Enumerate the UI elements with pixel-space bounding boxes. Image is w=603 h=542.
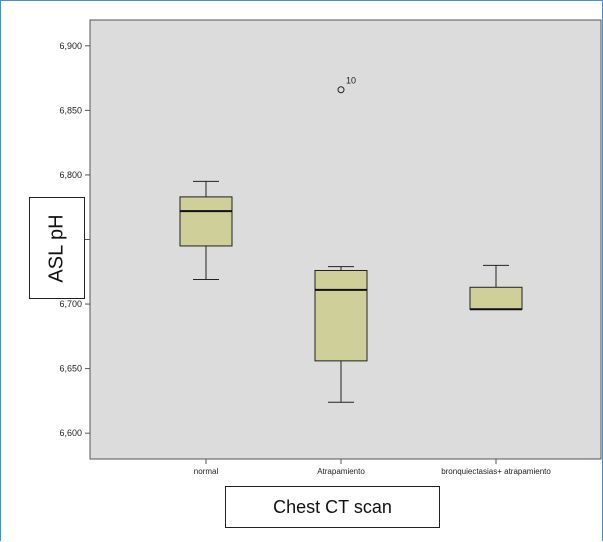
y-tick-label: 6,800 xyxy=(59,170,82,180)
outliers-group: 10 xyxy=(337,76,356,94)
y-axis-label-box: ASL pH xyxy=(29,197,85,299)
x-axis: normal Atrapamiento bronquiectasias+ atrap… xyxy=(194,459,551,476)
iqr-box xyxy=(314,269,368,362)
box-1 xyxy=(179,180,233,281)
y-tick-label: 6,850 xyxy=(59,105,82,115)
boxes-group xyxy=(179,180,523,403)
plot-area xyxy=(89,19,602,460)
x-axis-label: Chest CT scan xyxy=(273,496,392,517)
box-3 xyxy=(469,264,523,311)
iqr-box xyxy=(179,196,233,247)
iqr-box xyxy=(469,286,523,310)
y-tick-label: 6,900 xyxy=(59,41,82,51)
box-2 xyxy=(314,266,368,403)
x-tick-label: normal xyxy=(194,467,219,476)
x-tick-label: bronquiectasias+ atrapamiento xyxy=(441,467,551,476)
x-axis-label-box: Chest CT scan xyxy=(225,486,440,528)
y-tick-label: 6,700 xyxy=(59,299,82,309)
y-tick-label: 6,600 xyxy=(59,428,82,438)
outlier-point xyxy=(337,86,345,94)
y-axis-label: ASL pH xyxy=(45,213,68,283)
outlier-label: 10 xyxy=(346,76,356,86)
y-tick-label: 6,650 xyxy=(59,364,82,374)
x-tick-label: Atrapamiento xyxy=(317,467,365,476)
